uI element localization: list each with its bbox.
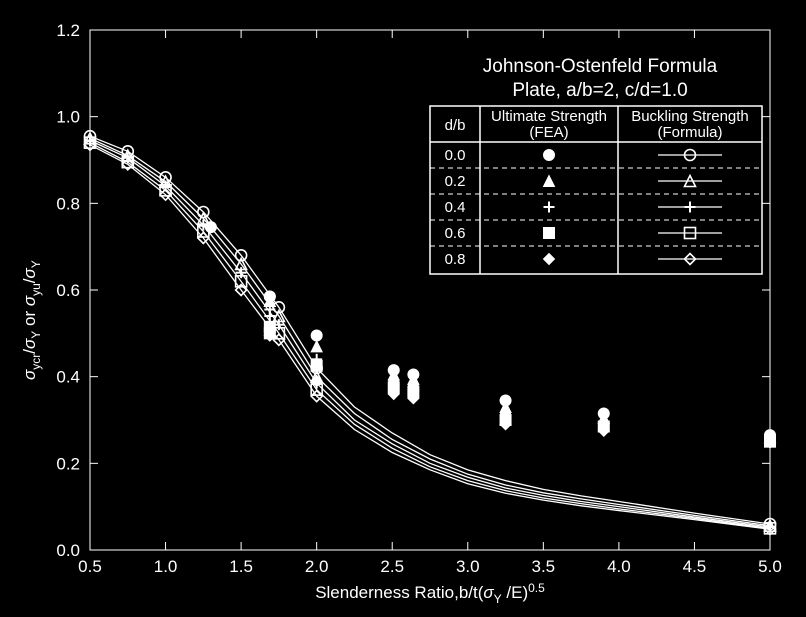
marker-triangle-fill — [311, 341, 322, 352]
chart-title-1: Johnson-Ostenfeld Formula — [483, 56, 718, 77]
marker-square-fill — [544, 228, 555, 239]
legend-db: 0.8 — [445, 251, 466, 268]
legend-hdr-fea-2: (FEA) — [529, 124, 568, 141]
legend-hdr-formula-2: (Formula) — [657, 124, 722, 141]
legend-hdr-formula-1: Buckling Strength — [631, 108, 749, 125]
x-tick-label: 0.5 — [78, 557, 102, 576]
y-axis-label: σycr/σY or σyu/σY — [20, 260, 43, 380]
x-tick-label: 1.0 — [154, 557, 178, 576]
legend-hdr-db: d/b — [445, 117, 466, 134]
marker-diamond-fill — [544, 254, 555, 265]
legend-db: 0.6 — [445, 225, 466, 242]
y-tick-label: 0.6 — [56, 281, 80, 300]
y-tick-label: 1.2 — [56, 21, 80, 40]
legend-db: 0.2 — [445, 173, 466, 190]
legend-db: 0.4 — [445, 199, 466, 216]
marker-triangle-fill — [544, 176, 555, 187]
x-tick-label: 4.0 — [607, 557, 631, 576]
y-tick-label: 0.2 — [56, 454, 80, 473]
x-tick-label: 3.0 — [456, 557, 480, 576]
x-tick-label: 4.5 — [683, 557, 707, 576]
legend-hdr-fea-1: Ultimate Strength — [491, 108, 607, 125]
x-axis-label: Slenderness Ratio,b/t(σY /E)0.5 — [315, 581, 545, 606]
y-tick-label: 0.4 — [56, 368, 80, 387]
y-axis-label-group: σycr/σY or σyu/σY — [20, 260, 43, 380]
x-tick-label: 5.0 — [758, 557, 782, 576]
y-tick-label: 0.8 — [56, 194, 80, 213]
y-tick-label: 0.0 — [56, 541, 80, 560]
x-tick-label: 2.5 — [380, 557, 404, 576]
marker-circle-fill — [205, 222, 216, 233]
marker-circle-fill — [544, 150, 555, 161]
marker-square-fill — [311, 360, 322, 371]
legend-db: 0.0 — [445, 147, 466, 164]
x-tick-label: 2.0 — [305, 557, 329, 576]
x-tick-label: 3.5 — [532, 557, 556, 576]
chart-title-2: Plate, a/b=2, c/d=1.0 — [512, 80, 687, 101]
x-tick-label: 1.5 — [229, 557, 253, 576]
y-tick-label: 1.0 — [56, 108, 80, 127]
marker-circle-fill — [311, 330, 322, 341]
chart-svg: 0.5 1.0 1.5 2.0 2.5 3.0 3.5 4.0 4.5 5.0 0.0 0.2 0.4 0… — [0, 0, 806, 617]
